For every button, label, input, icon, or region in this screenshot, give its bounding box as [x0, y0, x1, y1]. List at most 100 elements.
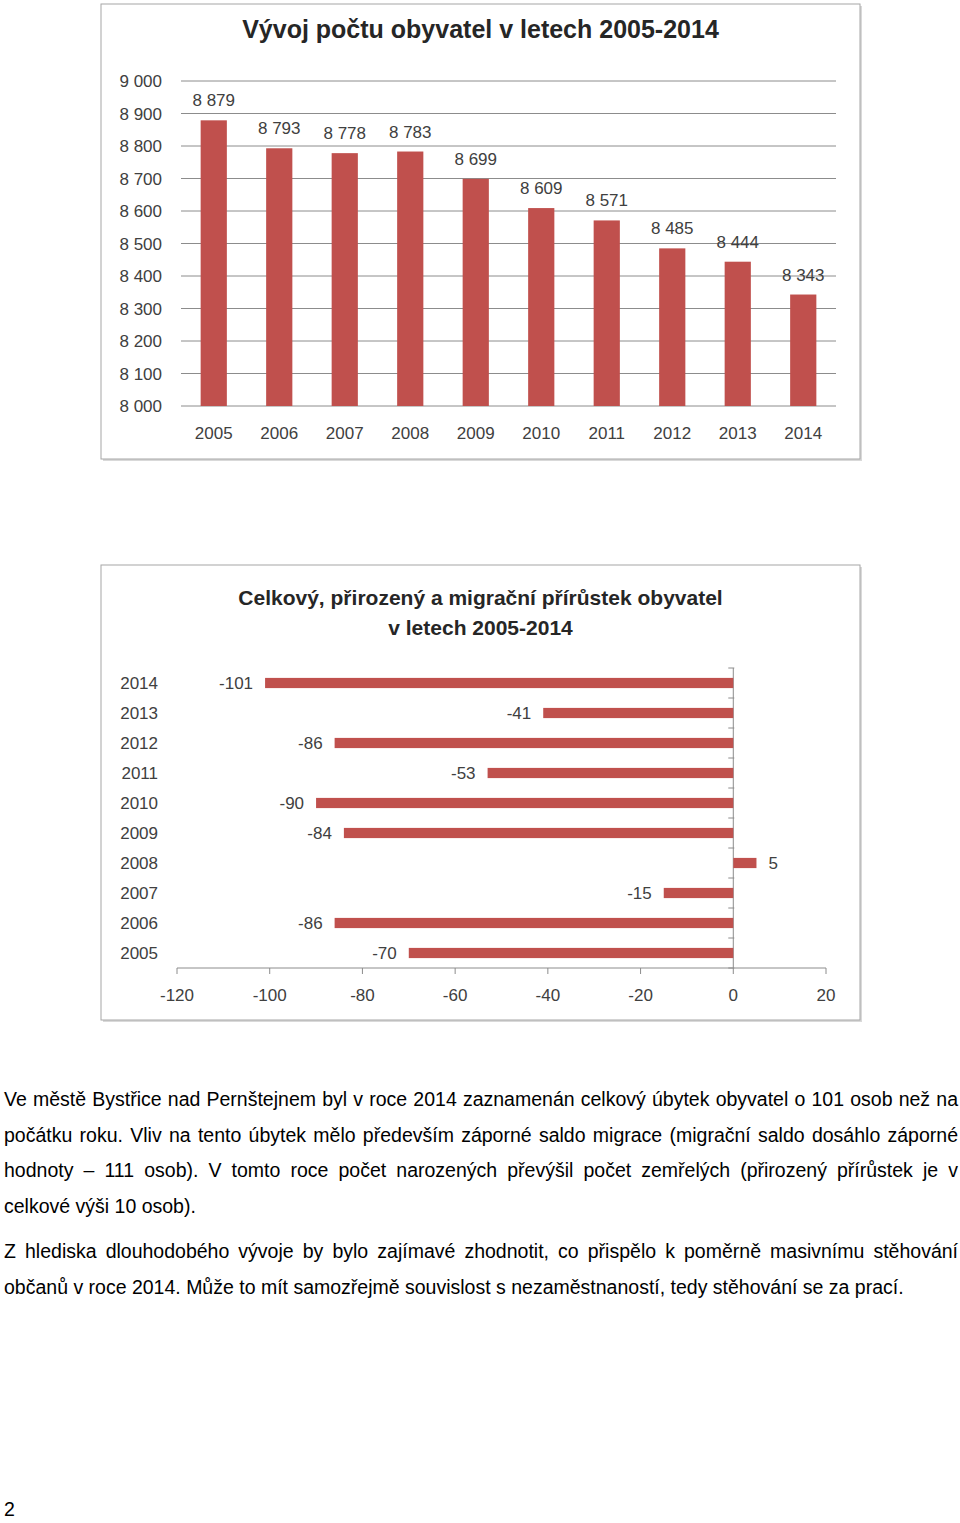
- data-label: -90: [279, 794, 304, 813]
- x-tick-label: 2008: [391, 424, 429, 443]
- category-tick: [728, 788, 734, 789]
- x-tick-label: 2011: [588, 424, 625, 443]
- y-tick-label: 8 700: [119, 170, 162, 189]
- bar: [332, 153, 358, 406]
- data-label: 5: [768, 854, 777, 873]
- y-tick-label: 2006: [120, 914, 158, 933]
- bar: [316, 798, 733, 808]
- data-label: -70: [372, 944, 397, 963]
- x-tick-label: 2014: [784, 424, 822, 443]
- category-tick: [728, 848, 734, 849]
- data-label: 8 571: [585, 191, 628, 210]
- data-label: -15: [627, 884, 652, 903]
- bar: [335, 738, 734, 748]
- data-label: -84: [307, 824, 332, 843]
- bar: [344, 828, 733, 838]
- page-number: 2: [4, 1498, 15, 1521]
- y-tick-label: 2013: [120, 704, 158, 723]
- x-tick-label: -80: [350, 986, 375, 1005]
- category-tick: [728, 668, 734, 669]
- data-label: 8 485: [651, 219, 694, 238]
- bar: [266, 148, 292, 406]
- y-tick-label: 8 200: [119, 332, 162, 351]
- y-tick-label: 8 500: [119, 235, 162, 254]
- category-tick: [728, 968, 734, 969]
- x-tick: [269, 968, 270, 974]
- axes: -120-100-80-60-40-2002020052006200720082…: [120, 668, 835, 1005]
- data-label: 8 343: [782, 266, 825, 285]
- x-tick: [177, 968, 178, 974]
- x-tick: [733, 968, 734, 974]
- x-tick: [362, 968, 363, 974]
- y-tick-label: 2009: [120, 824, 158, 843]
- x-tick-label: 2007: [326, 424, 364, 443]
- x-tick-label: -100: [253, 986, 287, 1005]
- grid-line: [181, 81, 836, 82]
- y-tick-label: 8 100: [119, 365, 162, 384]
- bar: [265, 678, 733, 688]
- category-tick: [728, 818, 734, 819]
- x-tick: [547, 968, 548, 974]
- x-tick-label: 20: [817, 986, 836, 1005]
- bar: [733, 858, 756, 868]
- bar: [463, 179, 489, 406]
- data-labels: 8 8798 7938 7788 7838 6998 6098 5718 485…: [192, 91, 824, 284]
- x-tick-label: -120: [160, 986, 194, 1005]
- data-label: -86: [298, 914, 323, 933]
- x-tick-label: 2012: [653, 424, 691, 443]
- x-tick-label: 2005: [195, 424, 233, 443]
- x-tick: [640, 968, 641, 974]
- x-tick-label: 2013: [719, 424, 757, 443]
- y-tick-label: 2011: [121, 764, 158, 783]
- bar: [664, 888, 734, 898]
- title-line: Celkový, přirozený a migrační přírůstek …: [238, 586, 722, 609]
- bar: [725, 262, 751, 406]
- category-tick: [728, 938, 734, 939]
- data-labels: -70-86-155-84-90-53-86-41-101: [219, 674, 778, 963]
- x-tick-label: 2009: [457, 424, 495, 443]
- x-tick-label: 0: [729, 986, 738, 1005]
- data-label: 8 879: [192, 91, 235, 110]
- axes: 8 0008 1008 2008 3008 4008 5008 6008 700…: [119, 72, 836, 443]
- bar: [335, 918, 734, 928]
- x-axis-line: [177, 968, 826, 969]
- bar: [397, 152, 423, 406]
- y-tick-label: 2005: [120, 944, 158, 963]
- chart-frame: [101, 4, 860, 459]
- grid-line: [181, 146, 836, 147]
- bar: [659, 248, 685, 406]
- y-tick-label: 2010: [120, 794, 158, 813]
- y-tick-label: 2008: [120, 854, 158, 873]
- x-tick: [455, 968, 456, 974]
- category-tick: [728, 698, 734, 699]
- paragraph: Ve městě Bystřice nad Pernštejnem byl v …: [4, 1082, 958, 1224]
- data-label: 8 609: [520, 179, 563, 198]
- x-tick: [826, 968, 827, 974]
- category-tick: [728, 878, 734, 879]
- bars: [201, 120, 817, 406]
- bar: [488, 768, 734, 778]
- category-tick: [728, 758, 734, 759]
- y-tick-label: 8 000: [119, 397, 162, 416]
- bar: [201, 120, 227, 406]
- data-label: 8 783: [389, 123, 432, 142]
- y-tick-label: 2012: [120, 734, 158, 753]
- x-tick-label: 2006: [260, 424, 298, 443]
- bar: [528, 208, 554, 406]
- y-tick-label: 9 000: [119, 72, 162, 91]
- y-tick-label: 8 300: [119, 300, 162, 319]
- y-tick-label: 2007: [120, 884, 158, 903]
- data-label: -53: [451, 764, 476, 783]
- data-label: 8 444: [716, 233, 759, 252]
- y-tick-label: 8 900: [119, 105, 162, 124]
- bar: [543, 708, 733, 718]
- title-line: v letech 2005-2014: [388, 616, 573, 639]
- title-line: Vývoj počtu obyvatel v letech 2005-2014: [242, 15, 719, 43]
- y-tick-label: 8 400: [119, 267, 162, 286]
- y-tick-label: 2014: [120, 674, 158, 693]
- data-label: -41: [507, 704, 532, 723]
- x-tick-label: -60: [443, 986, 468, 1005]
- data-label: 8 793: [258, 119, 301, 138]
- data-label: 8 778: [323, 124, 366, 143]
- category-tick: [728, 908, 734, 909]
